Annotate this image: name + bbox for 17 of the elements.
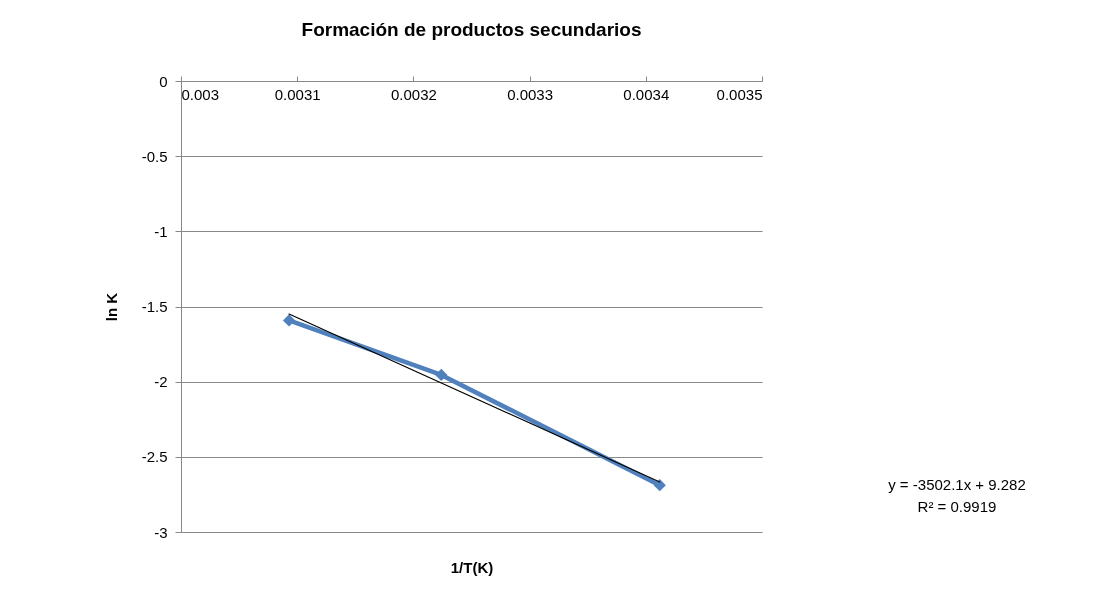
y-tick-label: 0 bbox=[159, 72, 168, 90]
text: y = -3502.1x + 9.282 R² = 0.9919 bbox=[888, 476, 1026, 515]
x-tick-label: 0.0032 bbox=[390, 85, 437, 103]
y-tick-label: -1 bbox=[154, 222, 168, 240]
x-tick-label: 0.003 bbox=[181, 85, 220, 103]
y-axis-title: ln K bbox=[102, 292, 120, 322]
y-tick-label: -0.5 bbox=[141, 147, 168, 165]
x-tick-label: 0.0034 bbox=[623, 85, 670, 103]
x-tick-label: 0.0031 bbox=[274, 85, 321, 103]
y-tick-label: -2.5 bbox=[141, 448, 168, 466]
chart-title: Formación de productos secundarios bbox=[301, 19, 642, 40]
x-tick-label: 0.0033 bbox=[507, 85, 554, 103]
y-tick-label: -3 bbox=[154, 523, 168, 541]
x-axis-title: 1/T(K) bbox=[450, 558, 494, 576]
y-tick-label: -1.5 bbox=[141, 298, 168, 315]
y-tick-label: -2 bbox=[154, 373, 168, 391]
x-tick-label: 0.0035 bbox=[716, 85, 763, 103]
